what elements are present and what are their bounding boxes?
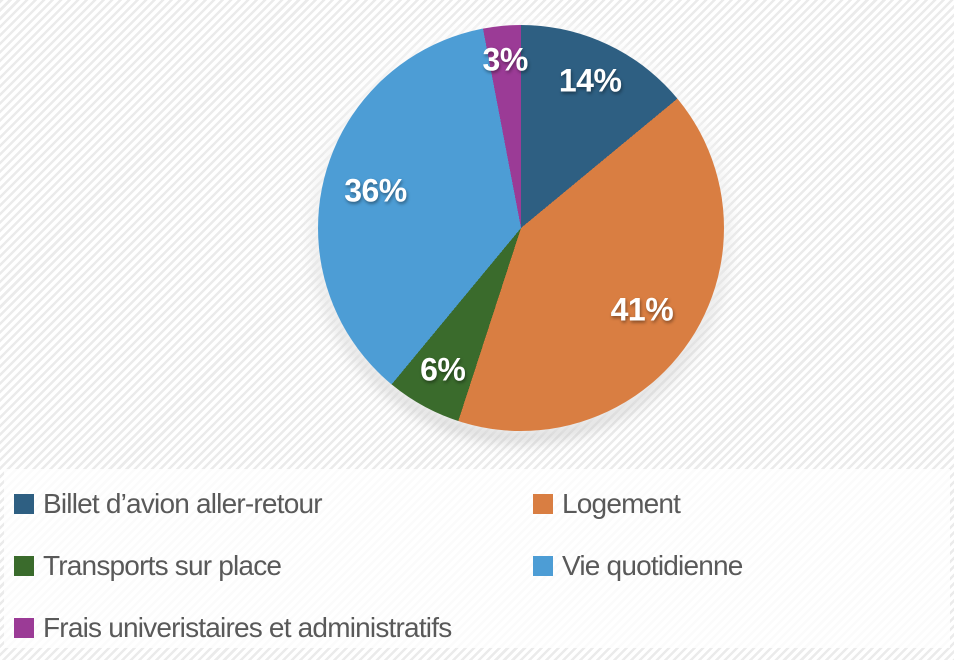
pie-label-transports: 6% xyxy=(420,351,466,388)
legend-label: Transports sur place xyxy=(43,550,282,581)
pie-label-billet: 14% xyxy=(558,62,622,99)
legend-label: Vie quotidienne xyxy=(562,550,743,581)
pie-label-logement: 41% xyxy=(610,291,674,328)
legend-label: Logement xyxy=(562,488,681,519)
pie-label-frais: 3% xyxy=(482,41,529,78)
legend-label: Billet d’avion aller-retour xyxy=(43,488,323,519)
legend-item-transports: Transports sur place xyxy=(14,550,533,581)
legend-item-vie: Vie quotidienne xyxy=(533,550,950,581)
legend-swatch-icon xyxy=(14,556,34,576)
legend-item-frais: Frais univeristaires et administratifs xyxy=(14,612,533,643)
legend: Billet d’avion aller-retour Logement Tra… xyxy=(4,469,950,648)
pie-chart: 14% 41% 6% 36% 3% xyxy=(318,25,724,431)
legend-swatch-icon xyxy=(14,618,34,638)
legend-item-logement: Logement xyxy=(533,488,950,519)
legend-swatch-icon xyxy=(14,494,34,514)
legend-swatch-icon xyxy=(533,556,553,576)
pie xyxy=(318,25,724,431)
legend-swatch-icon xyxy=(533,494,553,514)
legend-label: Frais univeristaires et administratifs xyxy=(43,612,452,643)
legend-item-billet: Billet d’avion aller-retour xyxy=(14,488,533,519)
pie-label-vie: 36% xyxy=(344,172,407,209)
